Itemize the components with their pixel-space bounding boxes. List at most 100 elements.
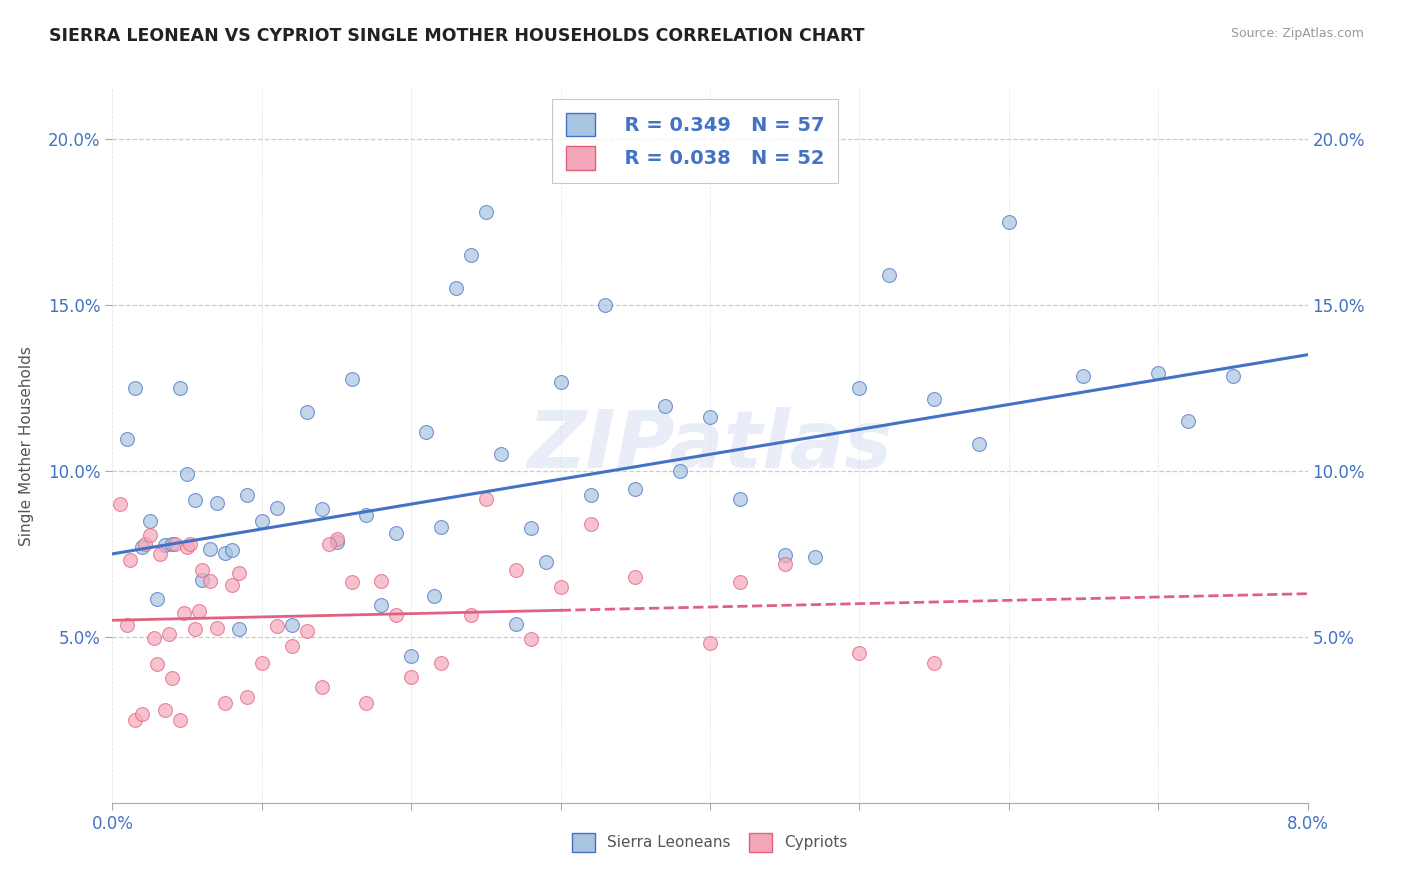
Point (236, 488, 259, 502)
Point (401, 648, 423, 663)
Point (295, 405, 318, 419)
Point (967, 437, 990, 451)
Point (157, 627, 180, 641)
Point (153, 538, 176, 552)
Text: SIERRA LEONEAN VS CYPRIOT SINGLE MOTHER HOUSEHOLDS CORRELATION CHART: SIERRA LEONEAN VS CYPRIOT SINGLE MOTHER … (49, 27, 865, 45)
Point (124, 713, 146, 727)
Point (162, 537, 183, 551)
Point (169, 381, 191, 395)
Point (173, 606, 195, 620)
Point (356, 696, 378, 710)
Point (214, 696, 236, 710)
Point (179, 537, 201, 551)
Point (228, 566, 250, 580)
Point (205, 621, 228, 635)
Point (221, 578, 243, 592)
Point (879, 268, 901, 283)
Point (340, 372, 363, 386)
Point (117, 432, 139, 446)
Point (165, 537, 187, 551)
Legend: Sierra Leoneans, Cypriots: Sierra Leoneans, Cypriots (565, 825, 855, 859)
Point (922, 392, 945, 406)
Point (236, 690, 259, 704)
Point (803, 549, 825, 564)
Point (401, 670, 423, 684)
Point (183, 622, 205, 636)
Point (198, 574, 221, 589)
Point (579, 517, 602, 532)
Point (773, 557, 796, 571)
Point (534, 555, 557, 569)
Point (176, 540, 198, 554)
Point (266, 619, 288, 633)
Point (624, 570, 647, 584)
Point (146, 591, 169, 606)
Point (139, 514, 162, 528)
Point (728, 575, 751, 590)
Text: Source: ZipAtlas.com: Source: ZipAtlas.com (1230, 27, 1364, 40)
Point (728, 492, 751, 507)
Point (340, 574, 363, 589)
Point (699, 409, 721, 424)
Point (848, 381, 870, 395)
Point (162, 671, 183, 685)
Point (250, 656, 273, 670)
Point (430, 520, 453, 534)
Point (117, 617, 139, 632)
Point (1177, 414, 1199, 428)
Point (221, 543, 243, 558)
Point (131, 707, 153, 722)
Point (311, 680, 333, 694)
Point (214, 545, 236, 559)
Point (250, 514, 273, 528)
Point (370, 599, 392, 613)
Point (356, 508, 378, 522)
Point (848, 647, 870, 661)
Point (311, 501, 333, 516)
Point (153, 703, 176, 717)
Point (149, 547, 172, 561)
Point (318, 537, 340, 551)
Point (131, 540, 153, 554)
Point (191, 564, 214, 578)
Point (669, 464, 692, 478)
Point (325, 532, 347, 546)
Point (228, 622, 250, 636)
Point (475, 492, 498, 507)
Point (475, 205, 498, 219)
Point (998, 215, 1021, 229)
Point (520, 521, 543, 535)
Point (146, 657, 169, 671)
Point (266, 501, 288, 516)
Text: ZIPatlas: ZIPatlas (527, 407, 893, 485)
Point (460, 608, 482, 623)
Point (139, 528, 162, 542)
Y-axis label: Single Mother Households: Single Mother Households (20, 346, 34, 546)
Point (773, 548, 796, 562)
Point (430, 657, 453, 671)
Point (444, 281, 467, 295)
Point (205, 496, 228, 510)
Point (520, 632, 543, 647)
Point (415, 425, 437, 439)
Point (191, 574, 214, 588)
Point (699, 636, 721, 650)
Point (460, 248, 482, 262)
Point (579, 488, 602, 502)
Point (134, 537, 156, 551)
Point (505, 564, 527, 578)
Point (325, 535, 347, 549)
Point (624, 482, 647, 496)
Point (124, 381, 146, 395)
Point (281, 639, 304, 653)
Point (550, 580, 572, 594)
Point (143, 632, 166, 646)
Point (1073, 369, 1095, 384)
Point (422, 589, 444, 603)
Point (654, 399, 676, 413)
Point (198, 542, 221, 557)
Point (295, 624, 318, 638)
Point (108, 497, 131, 511)
Point (183, 493, 205, 508)
Point (120, 553, 142, 567)
